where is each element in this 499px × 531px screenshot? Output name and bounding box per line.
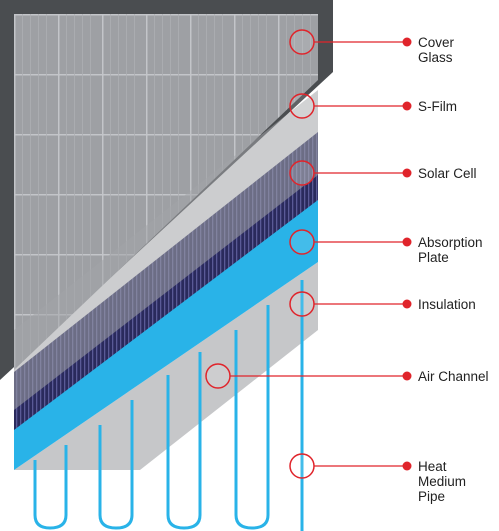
- callout-label-line: Heat: [418, 459, 447, 474]
- callout-label-line: Air Channel: [418, 369, 489, 384]
- heat-medium-pipes: [33, 280, 304, 531]
- callout-label-line: Insulation: [418, 297, 476, 312]
- callout-heat-medium-pipe: Heat Medium Pipe: [289, 453, 466, 504]
- callout-ring: [289, 29, 315, 55]
- callout-dot: [402, 371, 412, 381]
- callout-ring: [289, 453, 315, 479]
- callout-label-solar-cell: Solar Cell: [418, 166, 477, 181]
- callout-label-insulation: Insulation: [418, 297, 476, 312]
- callout-label-line: Plate: [418, 250, 449, 265]
- callout-label-line: Glass: [418, 50, 453, 65]
- callout-ring: [205, 363, 231, 389]
- callout-label-line: S-Film: [418, 99, 457, 114]
- callout-label-line: Cover: [418, 35, 455, 50]
- absorption-plate-layer: [14, 200, 318, 470]
- callout-cover-glass: Cover Glass: [289, 29, 455, 65]
- callout-ring: [289, 229, 315, 255]
- s-film-layer: [14, 90, 318, 410]
- callout-dot: [402, 299, 412, 309]
- callout-dot: [402, 168, 412, 178]
- callout-absorption-plate: Absorption Plate: [289, 229, 483, 265]
- callout-ring: [289, 160, 315, 186]
- pipe-loop: [166, 352, 202, 530]
- callout-dot: [402, 461, 412, 471]
- callout-dot: [402, 101, 412, 111]
- callout-ring: [289, 291, 315, 317]
- callout-air-channel: Air Channel: [205, 363, 489, 389]
- callouts: Cover Glass S-Film Solar Cell Absorption Plat…: [205, 29, 489, 504]
- callout-ring: [289, 93, 315, 119]
- callout-label-line: Solar Cell: [418, 166, 477, 181]
- pipe-loop: [234, 305, 270, 530]
- pipe-loop: [33, 445, 68, 530]
- callout-label-line: Absorption: [418, 235, 483, 250]
- callout-label-cover-glass: Cover Glass: [418, 35, 455, 65]
- callout-solar-cell: Solar Cell: [289, 160, 477, 186]
- callout-label-s-film: S-Film: [418, 99, 457, 114]
- callout-label-line: Medium: [418, 474, 466, 489]
- callout-label-absorption-plate: Absorption Plate: [418, 235, 483, 265]
- callout-insulation: Insulation: [289, 291, 476, 317]
- callout-dot: [402, 37, 412, 47]
- pipe-loop: [98, 400, 134, 530]
- callout-label-line: Pipe: [418, 489, 445, 504]
- callout-label-heat-medium-pipe: Heat Medium Pipe: [418, 459, 466, 504]
- callout-s-film: S-Film: [289, 93, 457, 119]
- callout-dot: [402, 237, 412, 247]
- callout-label-air-channel: Air Channel: [418, 369, 489, 384]
